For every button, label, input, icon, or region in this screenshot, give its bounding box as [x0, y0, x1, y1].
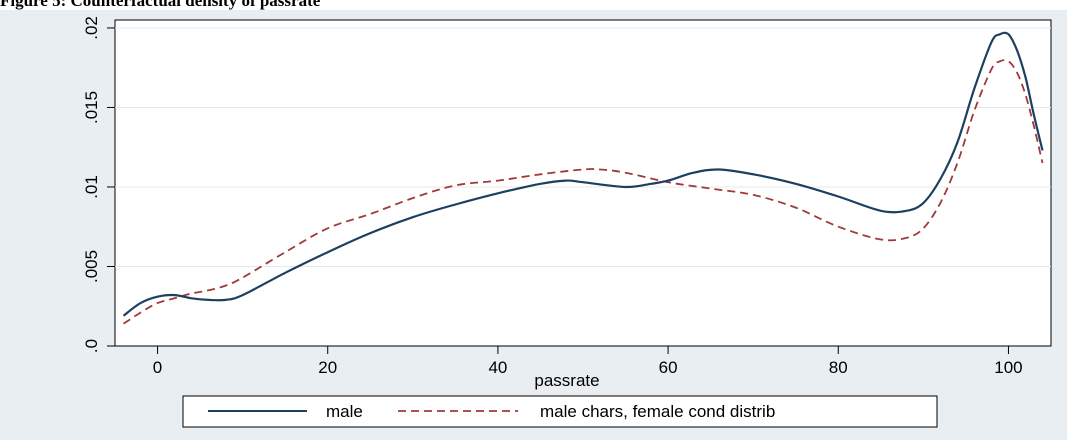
- x-tick-label: 80: [829, 358, 848, 377]
- x-tick-label: 100: [994, 358, 1022, 377]
- y-tick-label: .01: [82, 175, 101, 199]
- y-tick-label: .005: [82, 250, 101, 283]
- gridlines: [115, 27, 1051, 267]
- x-tick-label: 40: [488, 358, 507, 377]
- x-axis-title: passrate: [534, 371, 599, 390]
- y-tick-label: .015: [82, 91, 101, 124]
- series-line-counterfactual: [123, 59, 1044, 325]
- legend-label-counterfactual: male chars, female cond distrib: [540, 402, 775, 421]
- x-tick-label: 0: [153, 358, 162, 377]
- y-axis: .0 .005 .01 .015 .02: [82, 16, 115, 353]
- series-line-male: [122, 31, 1044, 317]
- x-tick-label: 60: [659, 358, 678, 377]
- y-tick-label: .0: [82, 339, 101, 353]
- x-tick-label: 20: [318, 358, 337, 377]
- figure-caption: Figure 5: Counterfactual density of pass…: [0, 0, 321, 10]
- legend-box: [182, 395, 938, 428]
- legend-label-male: male: [326, 402, 363, 421]
- x-axis: 0 20 40 60 80 100: [153, 346, 1023, 377]
- series-lines: [122, 31, 1044, 325]
- legend: male male chars, female cond distrib: [182, 395, 938, 428]
- y-tick-label: .02: [82, 16, 101, 40]
